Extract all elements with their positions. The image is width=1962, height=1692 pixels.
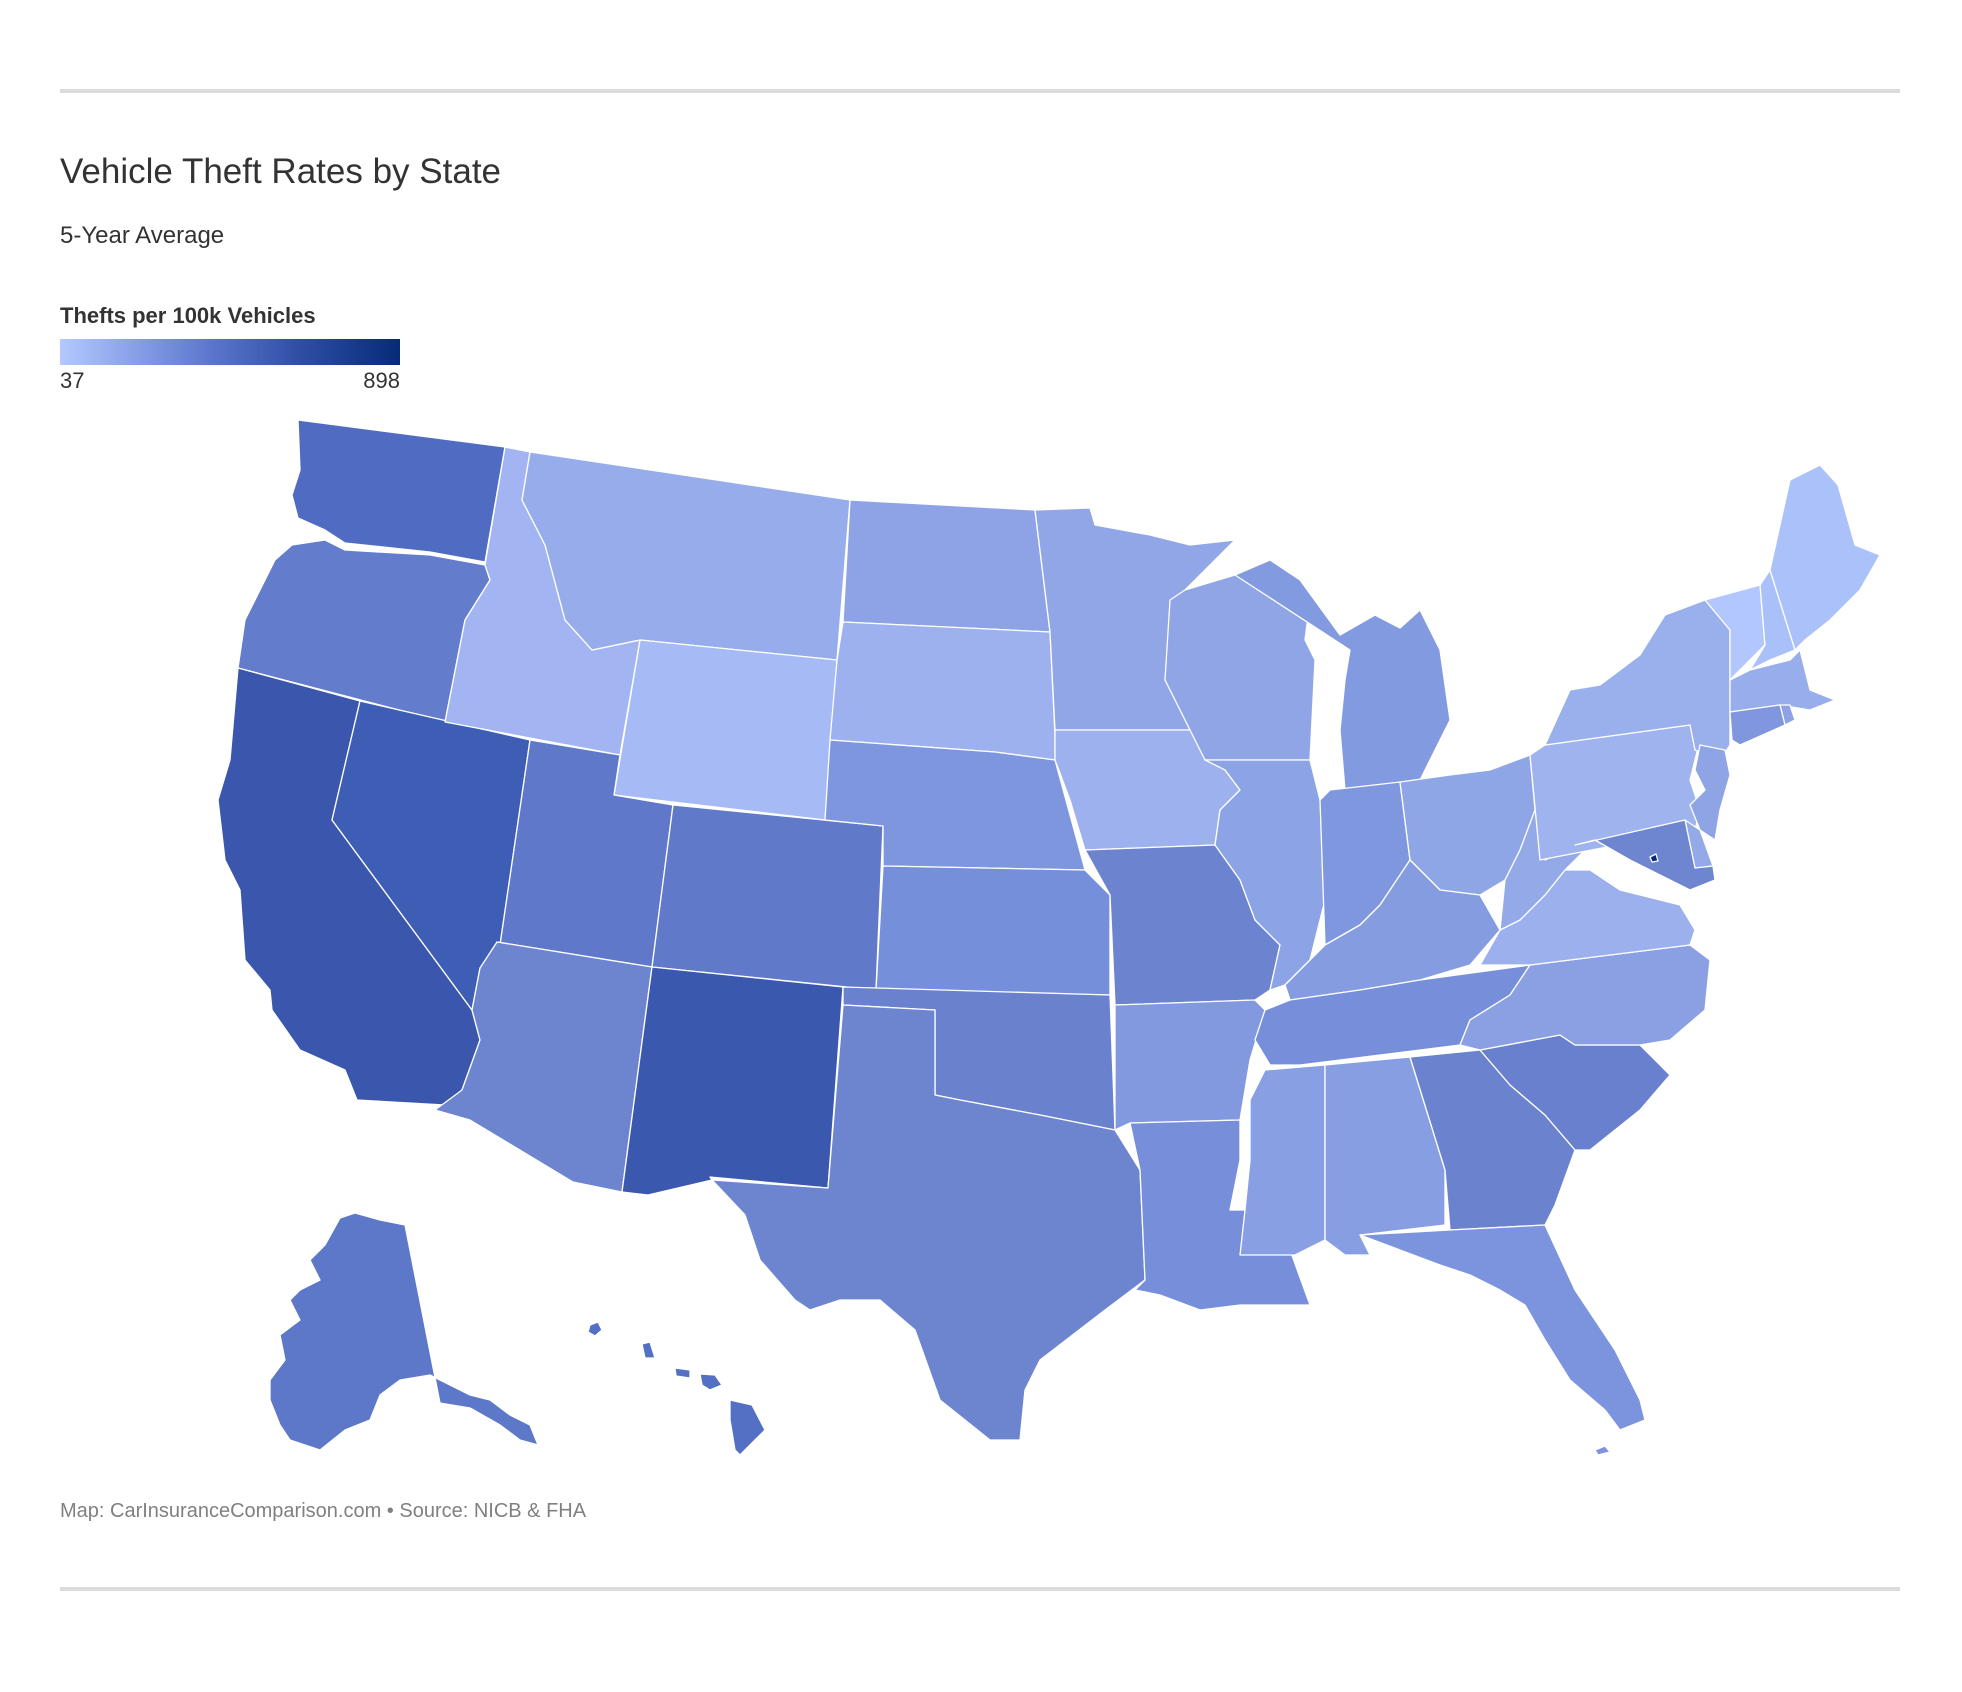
legend-max-label: 898 [363, 368, 400, 393]
source-credit: Map: CarInsuranceComparison.com • Source… [60, 1500, 587, 1522]
state-mt[interactable]: Montana: 190 [521, 451, 851, 661]
state-wy[interactable]: Wyoming: 140 [613, 639, 838, 821]
state-nj[interactable]: New Jersey: 260 [1689, 744, 1731, 841]
islands-layer [587, 1321, 1611, 1456]
state-nc[interactable]: North Carolina: 260 [1459, 944, 1711, 1051]
state-ks[interactable]: Kansas: 330 [875, 865, 1111, 996]
state-dc[interactable]: District of Columbia: 898 [1649, 853, 1659, 863]
legend-gradient-bar [60, 339, 400, 365]
state-co[interactable]: Colorado: 410 [651, 804, 884, 991]
state-wi[interactable]: Wisconsin: 230 [1164, 574, 1316, 761]
state-nd[interactable]: North Dakota: 230 [842, 499, 1051, 633]
states-layer: Washington: 470Oregon: 420California: 56… [217, 419, 1881, 1456]
chart-subtitle: 5-Year Average [60, 222, 225, 249]
state-ct[interactable]: Connecticut: 330 [1729, 704, 1786, 746]
island-hi-2 [587, 1321, 603, 1337]
bottom-divider [60, 1587, 1900, 1591]
chart-title: Vehicle Theft Rates by State [60, 152, 502, 191]
island-fl-keys [1594, 1445, 1611, 1456]
state-ms[interactable]: Mississippi: 270 [1239, 1064, 1326, 1256]
state-nm[interactable]: New Mexico: 560 [621, 966, 844, 1196]
color-legend: Thefts per 100k Vehicles 37 898 [60, 303, 400, 394]
legend-min-label: 37 [60, 368, 85, 393]
state-ak[interactable]: Alaska: 440 [269, 1212, 539, 1451]
island-hi-5 [699, 1373, 723, 1391]
state-md[interactable]: Maryland: 400 [1574, 819, 1716, 891]
legend-labels: 37 898 [60, 368, 400, 394]
state-la[interactable]: Louisiana: 330 [1129, 1119, 1311, 1311]
island-hi-4 [674, 1367, 691, 1379]
legend-title: Thefts per 100k Vehicles [60, 303, 316, 328]
state-sd[interactable]: South Dakota: 190 [829, 621, 1056, 761]
state-vt[interactable]: Vermont: 40 [1704, 584, 1766, 681]
island-hi-3 [641, 1341, 656, 1359]
state-hi[interactable]: Hawaii: 460 [729, 1399, 766, 1456]
state-fl[interactable]: Florida: 310 [1359, 1224, 1646, 1431]
state-me[interactable]: Maine: 80 [1769, 464, 1881, 651]
state-tx[interactable]: Texas: 390 [711, 1004, 1146, 1441]
top-divider [60, 89, 1900, 93]
state-ar[interactable]: Arkansas: 310 [1114, 999, 1266, 1131]
